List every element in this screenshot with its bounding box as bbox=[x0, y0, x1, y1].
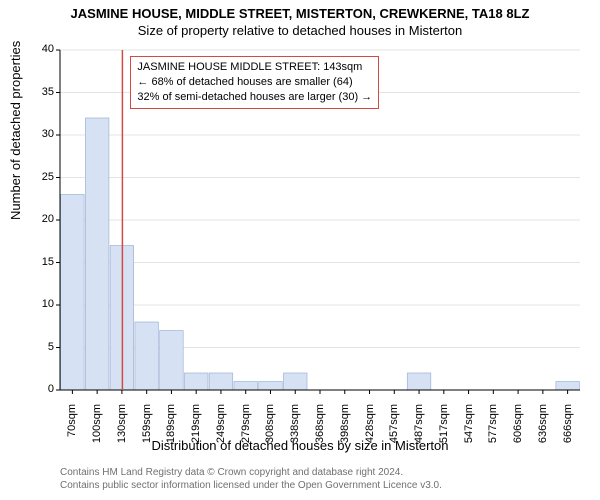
x-tick-label: 428sqm bbox=[364, 404, 376, 464]
y-tick-label: 40 bbox=[30, 43, 54, 55]
x-tick-label: 219sqm bbox=[190, 404, 202, 464]
footer-attribution: Contains HM Land Registry data © Crown c… bbox=[60, 467, 442, 492]
y-tick-label: 15 bbox=[30, 256, 54, 268]
x-axis-label: Distribution of detached houses by size … bbox=[0, 438, 600, 453]
x-tick-label: 487sqm bbox=[413, 404, 425, 464]
x-tick-label: 100sqm bbox=[91, 404, 103, 464]
y-tick-label: 5 bbox=[30, 341, 54, 353]
x-tick-label: 636sqm bbox=[537, 404, 549, 464]
x-tick-label: 666sqm bbox=[562, 404, 574, 464]
x-tick-label: 368sqm bbox=[314, 404, 326, 464]
x-tick-label: 159sqm bbox=[141, 404, 153, 464]
x-tick-label: 547sqm bbox=[463, 404, 475, 464]
x-tick-label: 338sqm bbox=[289, 404, 301, 464]
x-tick-label: 249sqm bbox=[215, 404, 227, 464]
x-tick-label: 70sqm bbox=[66, 404, 78, 464]
x-tick-label: 398sqm bbox=[339, 404, 351, 464]
footer-line2: Contains public sector information licen… bbox=[60, 480, 442, 493]
y-tick-label: 35 bbox=[30, 86, 54, 98]
chart-area: 70sqm100sqm130sqm159sqm189sqm219sqm249sq… bbox=[60, 50, 580, 390]
x-tick-label: 457sqm bbox=[388, 404, 400, 464]
y-tick-label: 0 bbox=[30, 383, 54, 395]
chart-title: JASMINE HOUSE, MIDDLE STREET, MISTERTON,… bbox=[0, 0, 600, 21]
x-tick-label: 517sqm bbox=[438, 404, 450, 464]
x-tick-label: 577sqm bbox=[487, 404, 499, 464]
y-tick-label: 20 bbox=[30, 213, 54, 225]
x-tick-label: 279sqm bbox=[240, 404, 252, 464]
y-tick-label: 25 bbox=[30, 171, 54, 183]
annotation-line3: 32% of semi-detached houses are larger (… bbox=[137, 90, 372, 105]
chart-subtitle: Size of property relative to detached ho… bbox=[0, 21, 600, 38]
marker-annotation: JASMINE HOUSE MIDDLE STREET: 143sqm ← 68… bbox=[130, 56, 379, 109]
x-tick-label: 189sqm bbox=[165, 404, 177, 464]
x-tick-label: 130sqm bbox=[116, 404, 128, 464]
annotation-line2: ← 68% of detached houses are smaller (64… bbox=[137, 75, 372, 90]
annotation-line1: JASMINE HOUSE MIDDLE STREET: 143sqm bbox=[137, 60, 372, 75]
y-tick-label: 10 bbox=[30, 298, 54, 310]
x-tick-label: 308sqm bbox=[264, 404, 276, 464]
x-tick-label: 606sqm bbox=[512, 404, 524, 464]
footer-line1: Contains HM Land Registry data © Crown c… bbox=[60, 467, 442, 480]
y-tick-label: 30 bbox=[30, 128, 54, 140]
y-axis-label: Number of detached properties bbox=[8, 41, 23, 220]
